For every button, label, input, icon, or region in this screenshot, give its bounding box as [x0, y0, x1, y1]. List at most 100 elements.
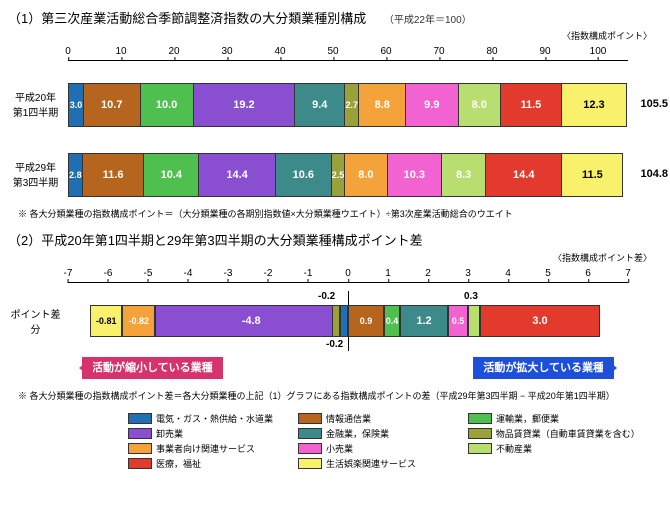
chart2-title: （2）平成20年第1四半期と29年第3四半期の大分類業種構成ポイント差 — [8, 230, 662, 249]
xtick: -7 — [64, 268, 73, 279]
legend: 電気・ガス・熱供給・水道業 情報通信業 運輸業，郵便業卸売業 金融業，保険業 物品賃貸業… — [128, 412, 648, 472]
xtick: 6 — [585, 268, 591, 279]
bar-segment: 2.5 — [332, 154, 345, 196]
xtick: 10 — [115, 46, 126, 57]
xtick: 90 — [539, 46, 550, 57]
row-label: 平成20年第1四半期 — [8, 89, 63, 119]
xtick: -3 — [224, 268, 233, 279]
xtick: -1 — [304, 268, 313, 279]
legend-label: 運輸業，郵便業 — [496, 412, 559, 425]
bar-segment: 11.6 — [83, 154, 144, 196]
bar-row: 平成29年第3四半期2.811.610.414.410.62.58.010.38… — [68, 147, 628, 201]
chart2-note: ※ 各大分類業種の指数構成ポイント差＝各大分類業種の上記（1）グラフにある指数構… — [18, 389, 662, 402]
chart1-basenote: （平成22年＝100） — [384, 15, 472, 26]
diff-segment: 1.2 — [400, 305, 448, 337]
legend-item: 医療，福祉 — [128, 457, 298, 470]
diff-segment: -4.8 — [155, 305, 347, 337]
diff-segment: 0.5 — [448, 305, 468, 337]
legend-swatch — [128, 413, 152, 424]
xtick: -2 — [264, 268, 273, 279]
chart2-bars: ポイント差分 -0.81-0.82-4.8-0.2-0.20.90.41.20.… — [68, 291, 628, 351]
bar-segment: 11.5 — [562, 154, 623, 196]
bar-segment: 2.8 — [68, 154, 83, 196]
xtick: 5 — [545, 268, 551, 279]
legend-label: 不動産業 — [496, 442, 532, 455]
chart2: -7-6-5-4-3-2-101234567 ポイント差分 -0.81-0.82… — [68, 268, 628, 383]
legend-swatch — [298, 458, 322, 469]
diff-segment: 0.4 — [384, 305, 400, 337]
bar-segment: 8.3 — [442, 154, 486, 196]
chart1-title-text: （1）第三次産業活動総合季節調整済指数の大分類業種別構成 — [8, 11, 366, 26]
bar-segment: 10.6 — [276, 154, 332, 196]
xtick: 2 — [425, 268, 431, 279]
xtick: -4 — [184, 268, 193, 279]
xtick: 100 — [590, 46, 607, 57]
bar-segment: 3.0 — [68, 84, 84, 126]
legend-label: 生活娯楽関連サービス — [326, 457, 416, 470]
legend-item: 運輸業，郵便業 — [468, 412, 638, 425]
arrow-growing: 活動が拡大している業種 — [473, 357, 614, 379]
bar-segment: 10.3 — [388, 154, 443, 196]
arrow-shrinking: 活動が縮小している業種 — [82, 357, 223, 379]
legend-swatch — [468, 428, 492, 439]
chart2-arrows: 活動が縮小している業種 活動が拡大している業種 — [68, 357, 628, 383]
legend-swatch — [298, 428, 322, 439]
legend-label: 情報通信業 — [326, 412, 371, 425]
xtick: 60 — [380, 46, 391, 57]
chart2-axis-label: 〈指数構成ポイント差〉 — [8, 251, 652, 264]
legend-swatch — [298, 413, 322, 424]
diff-label: -0.2 — [326, 339, 343, 350]
legend-swatch — [128, 458, 152, 469]
legend-swatch — [468, 413, 492, 424]
legend-swatch — [128, 428, 152, 439]
diff-segment: 3.0 — [480, 305, 600, 337]
diff-segment — [468, 305, 480, 337]
row-total: 105.5 — [640, 98, 668, 110]
row-label: 平成29年第3四半期 — [8, 159, 63, 189]
legend-label: 卸売業 — [156, 427, 183, 440]
xtick: -5 — [144, 268, 153, 279]
legend-item: 物品賃貸業（自動車賃貸業を含む） — [468, 427, 638, 440]
bar-segment: 10.0 — [141, 84, 194, 126]
bar-segment: 8.0 — [345, 154, 387, 196]
legend-item: 不動産業 — [468, 442, 638, 455]
chart2-ylabel: ポイント差分 — [8, 306, 63, 336]
bar-segment: 14.4 — [199, 154, 275, 196]
xtick: 1 — [385, 268, 391, 279]
legend-label: 事業者向け関連サービス — [156, 442, 255, 455]
row-total: 104.8 — [640, 168, 668, 180]
bar-segment: 8.8 — [359, 84, 406, 126]
xtick: 3 — [465, 268, 471, 279]
diff-label: -0.2 — [318, 291, 335, 302]
bar-segment: 9.4 — [295, 84, 345, 126]
xtick: -6 — [104, 268, 113, 279]
xtick: 80 — [486, 46, 497, 57]
legend-item: 情報通信業 — [298, 412, 468, 425]
legend-item: 小売業 — [298, 442, 468, 455]
legend-item: 電気・ガス・熱供給・水道業 — [128, 412, 298, 425]
chart1-title: （1）第三次産業活動総合季節調整済指数の大分類業種別構成 （平成22年＝100） — [8, 8, 662, 27]
xtick: 50 — [327, 46, 338, 57]
bar-segment: 14.4 — [486, 154, 562, 196]
legend-label: 金融業，保険業 — [326, 427, 389, 440]
chart2-xaxis: -7-6-5-4-3-2-101234567 — [68, 268, 628, 283]
diff-segment — [340, 305, 348, 337]
chart1: 0102030405060708090100 平成20年第1四半期3.010.7… — [68, 46, 628, 201]
diff-label: 0.3 — [464, 291, 478, 302]
bar-segment: 8.0 — [459, 84, 501, 126]
bar-segment: 10.4 — [144, 154, 199, 196]
legend-item: 生活娯楽関連サービス — [298, 457, 468, 470]
legend-label: 医療，福祉 — [156, 457, 201, 470]
bar-segment: 19.2 — [194, 84, 296, 126]
legend-item: 金融業，保険業 — [298, 427, 468, 440]
diff-segment — [332, 305, 340, 337]
xtick: 7 — [625, 268, 631, 279]
legend-item: 事業者向け関連サービス — [128, 442, 298, 455]
legend-swatch — [468, 443, 492, 454]
diff-segment: 0.9 — [348, 305, 384, 337]
xtick: 70 — [433, 46, 444, 57]
xtick: 0 — [65, 46, 71, 57]
legend-label: 電気・ガス・熱供給・水道業 — [156, 412, 273, 425]
xtick: 0 — [345, 268, 351, 279]
xtick: 4 — [505, 268, 511, 279]
